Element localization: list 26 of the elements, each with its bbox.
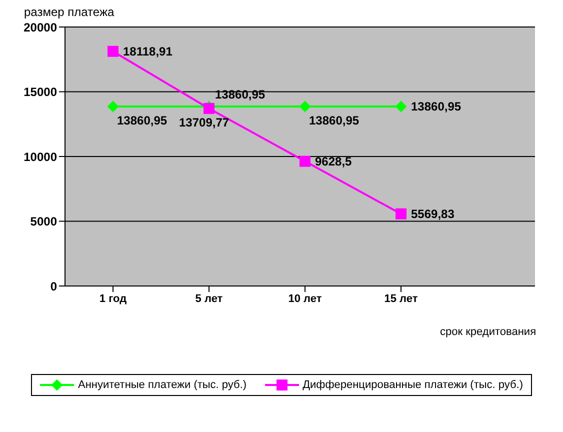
x-tick-label: 15 лет <box>384 292 418 305</box>
y-tick-label: 5000 <box>30 214 58 229</box>
x-tick-label: 1 год <box>99 292 127 305</box>
legend-label: Аннуитетные платежи (тыс. руб.) <box>76 379 247 391</box>
data-label: 13860,95 <box>411 100 462 114</box>
y-tick-label: 20000 <box>24 20 58 34</box>
y-axis-title: размер платежа <box>24 5 114 19</box>
legend-label: Дифференцированные платежи (тыс. руб.) <box>302 379 524 391</box>
x-tick-label: 5 лет <box>195 292 224 305</box>
point <box>396 208 406 220</box>
point <box>108 46 118 57</box>
data-label: 13860,95 <box>309 114 360 128</box>
data-label: 13860,95 <box>117 114 168 128</box>
data-label: 13709,77 <box>179 115 230 130</box>
y-tick-label: 15000 <box>24 85 58 100</box>
point <box>396 101 406 112</box>
x-axis-title: срок кредитования <box>440 326 536 338</box>
x-tick-label: 10 лет <box>288 292 322 305</box>
point <box>300 156 310 167</box>
point <box>300 101 310 112</box>
point <box>108 101 118 112</box>
y-tick-label: 10000 <box>24 150 58 164</box>
y-tick-label: 0 <box>50 279 58 294</box>
data-label: 5569,83 <box>411 206 455 221</box>
data-label: 9628,5 <box>315 154 352 168</box>
data-label: 18118,91 <box>123 44 173 58</box>
